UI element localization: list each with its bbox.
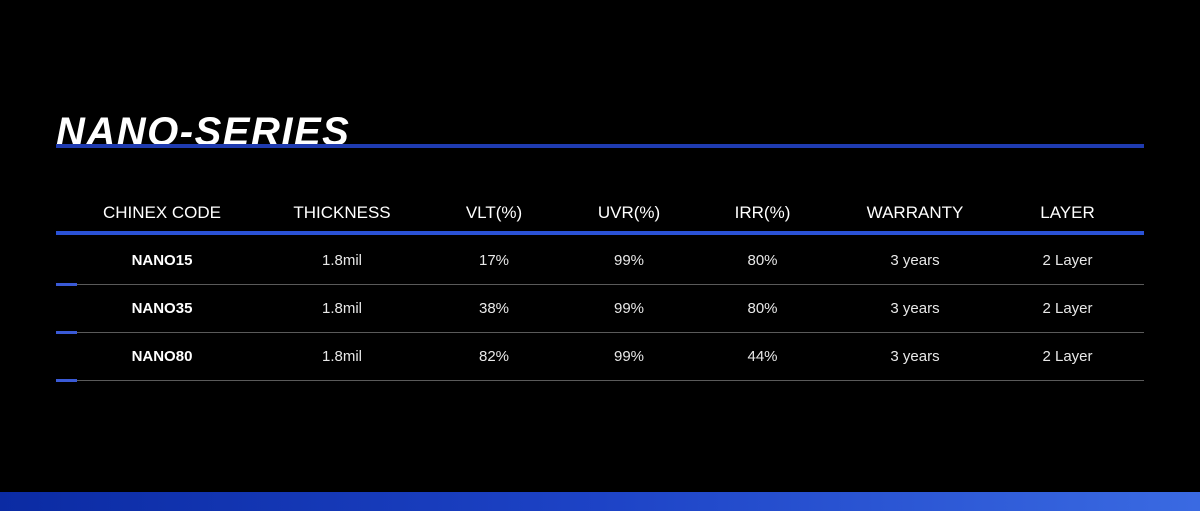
- cell-irr: 80%: [747, 252, 778, 269]
- header-uvr: UVR(%): [597, 203, 661, 222]
- cell-vlt: 38%: [478, 300, 510, 317]
- cell-layer: 2 Layer: [1042, 348, 1093, 365]
- cell-vlt: 17%: [478, 252, 510, 269]
- cell-thickness: 1.8mil: [321, 300, 362, 317]
- cell-uvr: 99%: [613, 300, 645, 317]
- cell-vlt: 82%: [478, 348, 510, 365]
- table-row: NANO80 1.8mil 82% 99% 44% 3 years 2 Laye…: [56, 332, 1144, 380]
- row-divider: [56, 284, 1144, 285]
- row-accent-mark: [56, 283, 77, 286]
- cell-layer: 2 Layer: [1042, 300, 1093, 317]
- cell-code: NANO15: [131, 252, 193, 269]
- table-row: NANO35 1.8mil 38% 99% 80% 3 years 2 Laye…: [56, 284, 1144, 332]
- cell-warranty: 3 years: [890, 252, 940, 269]
- row-accent-mark: [56, 331, 77, 334]
- cell-code: NANO35: [131, 300, 193, 317]
- cell-layer: 2 Layer: [1042, 252, 1093, 269]
- row-divider: [56, 380, 1144, 381]
- cell-warranty: 3 years: [890, 348, 940, 365]
- cell-uvr: 99%: [613, 252, 645, 269]
- cell-thickness: 1.8mil: [321, 252, 362, 269]
- row-divider: [56, 332, 1144, 333]
- header-thickness: THICKNESS: [293, 203, 391, 222]
- cell-irr: 44%: [747, 348, 778, 365]
- row-accent-mark: [56, 379, 77, 382]
- header-divider: [56, 231, 1144, 235]
- cell-irr: 80%: [747, 300, 778, 317]
- title-underline: [56, 144, 1144, 148]
- cell-code: NANO80: [131, 348, 193, 365]
- header-irr: IRR(%): [734, 203, 791, 222]
- header-warranty: WARRANTY: [866, 203, 964, 222]
- cell-uvr: 99%: [613, 348, 645, 365]
- header-layer: LAYER: [1040, 203, 1095, 222]
- page-title: NANO-SERIES: [56, 110, 351, 154]
- table-row: NANO15 1.8mil 17% 99% 80% 3 years 2 Laye…: [56, 236, 1144, 284]
- header-vlt: VLT(%): [465, 203, 523, 222]
- cell-warranty: 3 years: [890, 300, 940, 317]
- footer-gradient-bar: [0, 492, 1200, 511]
- cell-thickness: 1.8mil: [321, 348, 362, 365]
- header-chinex-code: CHINEX CODE: [102, 203, 222, 222]
- table-header: CHINEX CODE THICKNESS VLT(%) UVR(%) IRR(…: [56, 195, 1144, 231]
